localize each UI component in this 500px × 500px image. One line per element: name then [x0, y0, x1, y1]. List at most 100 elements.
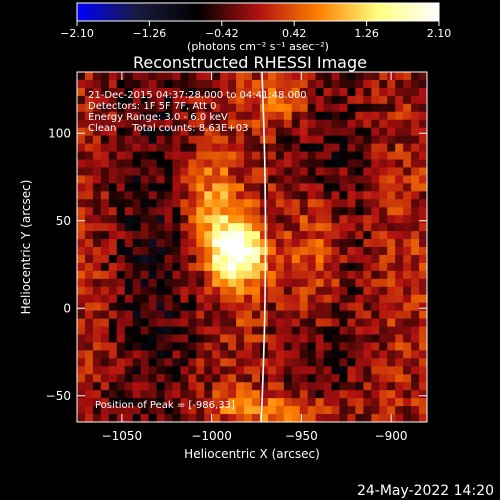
heatmap-cell [395, 358, 404, 367]
heatmap-cell [196, 390, 205, 399]
heatmap-cell [244, 390, 253, 399]
heatmap-cell [379, 286, 388, 296]
heatmap-cell [172, 302, 181, 312]
heatmap-cell [140, 87, 150, 97]
heatmap-cell [339, 302, 349, 312]
heatmap-cell [172, 151, 181, 161]
heatmap-cell [148, 191, 158, 200]
heatmap-cell [236, 382, 245, 391]
heatmap-cell [347, 95, 356, 105]
heatmap-cell [140, 326, 150, 336]
heatmap-cell [100, 223, 110, 232]
heatmap-cell [291, 79, 301, 89]
heatmap-cell [220, 231, 229, 240]
heatmap-cell [100, 239, 110, 248]
heatmap-cell [212, 342, 221, 351]
heatmap-cell [212, 350, 221, 359]
heatmap-cell [100, 199, 110, 208]
heatmap-cell [275, 119, 285, 129]
heatmap-cell [259, 247, 269, 256]
heatmap-cell [403, 191, 412, 200]
heatmap-cell [204, 278, 213, 288]
heatmap-cell [291, 223, 301, 232]
heatmap-cell [196, 270, 205, 280]
heatmap-cell [387, 318, 396, 328]
heatmap-cell [188, 318, 197, 328]
heatmap-cell [116, 310, 126, 320]
heatmap-cell [212, 167, 221, 176]
heatmap-cell [92, 87, 102, 97]
heatmap-cell [164, 366, 174, 375]
heatmap-cell [172, 95, 181, 105]
heatmap-cell [371, 72, 380, 81]
heatmap-cell [259, 175, 269, 184]
heatmap-cell [236, 406, 245, 415]
heatmap-cell [236, 95, 245, 105]
footer-timestamp: 24-May-2022 14:20 [357, 483, 494, 499]
heatmap-cell [403, 326, 412, 336]
heatmap-cell [77, 286, 86, 296]
heatmap-cell [347, 334, 356, 344]
heatmap-cell [236, 310, 245, 320]
heatmap-cell [84, 342, 94, 351]
heatmap-cell [156, 223, 166, 232]
heatmap-cell [283, 302, 293, 312]
heatmap-cell [116, 334, 126, 344]
heatmap-cell [275, 390, 285, 399]
heatmap-cell [140, 390, 150, 399]
heatmap-cell [307, 382, 317, 391]
heatmap-cell [188, 119, 197, 129]
heatmap-cell [323, 374, 333, 383]
heatmap-cell [267, 302, 277, 312]
heatmap-cell [108, 135, 118, 145]
heatmap-cell [252, 366, 261, 375]
heatmap-cell [84, 398, 94, 407]
heatmap-cell [196, 278, 205, 288]
heatmap-cell [188, 390, 197, 399]
heatmap-cell [84, 310, 94, 320]
heatmap-cell [267, 87, 277, 97]
heatmap-cell [196, 151, 205, 161]
heatmap-cell [371, 79, 380, 89]
heatmap-cell [156, 270, 166, 280]
heatmap-cell [252, 318, 261, 328]
heatmap-cell [77, 247, 86, 256]
heatmap-cell [323, 414, 333, 422]
heatmap-cell [275, 215, 285, 224]
heatmap-cell [363, 366, 372, 375]
heatmap-cell [108, 366, 118, 375]
heatmap-cell [204, 414, 213, 422]
heatmap-cell [379, 223, 388, 232]
heatmap-cell [371, 207, 380, 216]
heatmap-cell [411, 294, 420, 304]
y-tick-label: 50 [56, 214, 71, 228]
heatmap-cell [212, 278, 221, 288]
heatmap-cell [252, 270, 261, 280]
heatmap-cell [371, 175, 380, 184]
heatmap-cell [148, 278, 158, 288]
heatmap-cell [172, 382, 181, 391]
annotation-peak-position: Position of Peak = [-986,33] [95, 400, 235, 411]
heatmap-cell [323, 390, 333, 399]
heatmap-cell [299, 167, 309, 176]
heatmap-cell [180, 318, 189, 328]
heatmap-cell [331, 143, 341, 153]
heatmap-cell [244, 278, 253, 288]
heatmap-cell [291, 167, 301, 176]
heatmap-cell [84, 278, 94, 288]
heatmap-cell [196, 350, 205, 359]
heatmap-cell [419, 326, 427, 336]
heatmap-cell [236, 286, 245, 296]
heatmap-cell [188, 406, 197, 415]
heatmap-cell [84, 215, 94, 224]
heatmap-cell [244, 326, 253, 336]
heatmap-cell [196, 334, 205, 344]
heatmap-cell [132, 286, 142, 296]
heatmap-cell [84, 87, 94, 97]
heatmap-cell [315, 111, 325, 121]
heatmap-cell [196, 87, 205, 97]
heatmap-cell [387, 183, 396, 192]
heatmap-cell [363, 254, 372, 264]
heatmap-cell [92, 390, 102, 399]
heatmap-cell [355, 334, 364, 344]
